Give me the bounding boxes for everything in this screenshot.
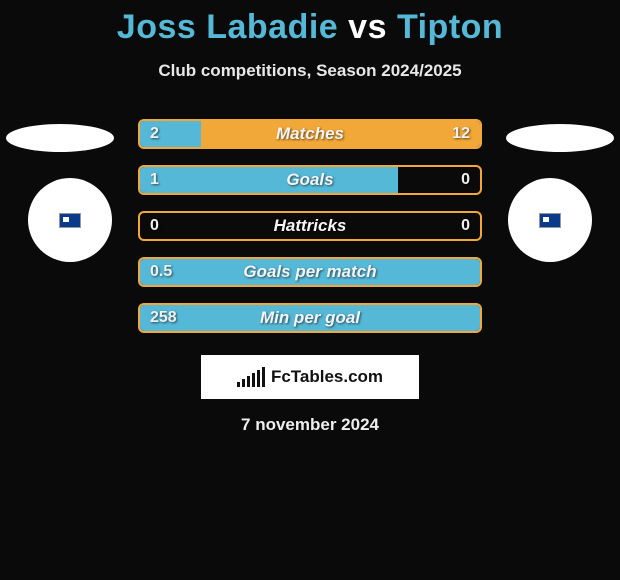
comparison-card: Joss Labadie vs Tipton Club competitions…: [0, 0, 620, 435]
title-player1: Joss Labadie: [117, 8, 338, 46]
logo-bar-icon: [257, 370, 260, 387]
stat-bar: Hattricks0 0: [138, 211, 482, 241]
stat-value-player1: 2: [140, 121, 169, 147]
player2-avatar-shadow: [506, 124, 614, 152]
player1-avatar-shadow: [6, 124, 114, 152]
stat-value-player2: [460, 305, 480, 331]
stat-value-player2: 0: [451, 213, 480, 239]
logo-bar-icon: [242, 379, 245, 387]
logo-bar-icon: [262, 367, 265, 387]
stat-value-player1: 1: [140, 167, 169, 193]
logo-bar-icon: [247, 376, 250, 387]
stat-bar: Matches2 12: [138, 119, 482, 149]
stat-value-player1: 258: [140, 305, 187, 331]
stat-value-player1: 0.5: [140, 259, 182, 285]
logo-bars-icon: [237, 367, 265, 387]
logo-text: FcTables.com: [271, 367, 383, 387]
stat-value-player2: [460, 259, 480, 285]
stat-value-player2: 0: [451, 167, 480, 193]
stat-row: Goals per match0.5: [0, 249, 620, 295]
player2-avatar: [508, 178, 592, 262]
stat-label: Goals: [140, 167, 480, 193]
player1-avatar: [28, 178, 112, 262]
stat-label: Matches: [140, 121, 480, 147]
stat-row: Min per goal258: [0, 295, 620, 341]
logo-bar-icon: [252, 373, 255, 387]
flag-icon: [539, 213, 561, 228]
snapshot-date: 7 november 2024: [0, 415, 620, 435]
title-vs: vs: [348, 8, 387, 46]
stat-bar: Min per goal258: [138, 303, 482, 333]
stat-value-player2: 12: [442, 121, 480, 147]
title-player2: Tipton: [397, 8, 503, 46]
stat-label: Hattricks: [140, 213, 480, 239]
source-logo: FcTables.com: [201, 355, 419, 399]
stat-value-player1: 0: [140, 213, 169, 239]
flag-icon: [59, 213, 81, 228]
stat-bar: Goals per match0.5: [138, 257, 482, 287]
stat-label: Min per goal: [140, 305, 480, 331]
subtitle: Club competitions, Season 2024/2025: [0, 61, 620, 81]
page-title: Joss Labadie vs Tipton: [0, 8, 620, 47]
stat-label: Goals per match: [140, 259, 480, 285]
stat-bar: Goals1 0: [138, 165, 482, 195]
logo-bar-icon: [237, 382, 240, 387]
